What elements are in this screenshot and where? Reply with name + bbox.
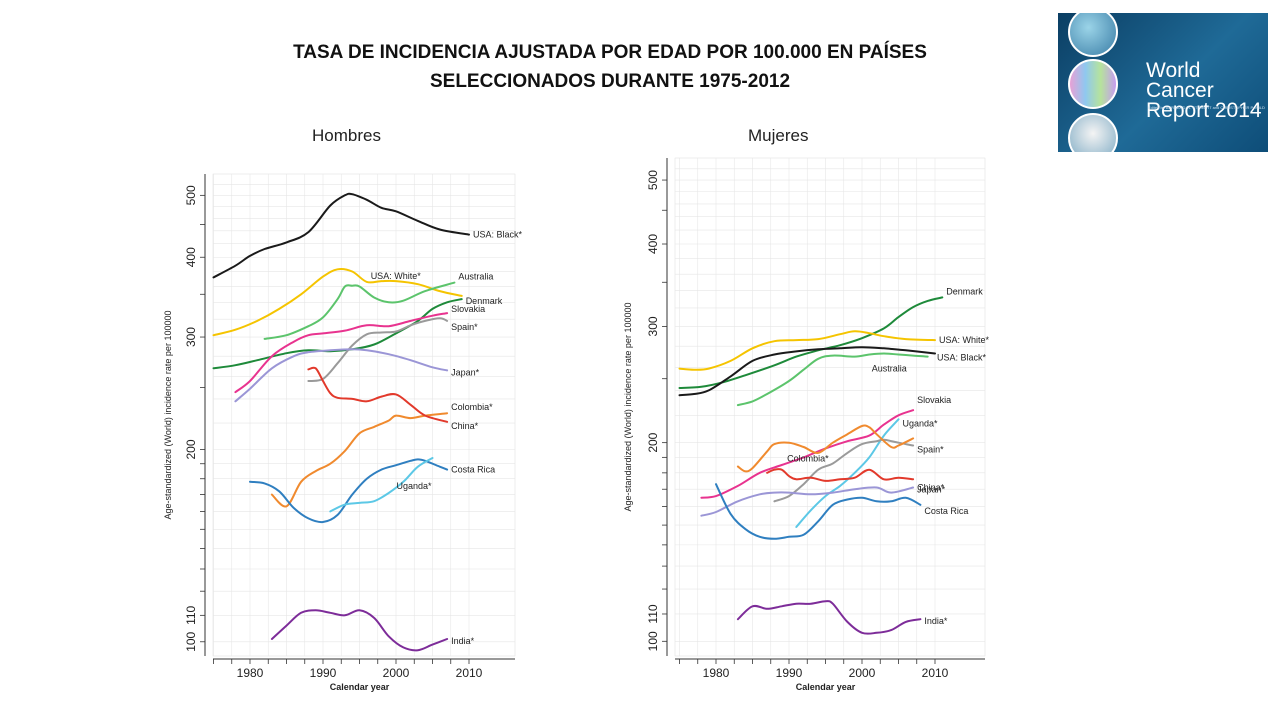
series-line <box>715 483 922 540</box>
series-label: Australia <box>872 364 907 374</box>
series-label: USA: Black* <box>473 230 523 240</box>
y-tick-label: 200 <box>184 439 198 459</box>
series-label: USA: White* <box>939 335 990 345</box>
series-label: USA: Black* <box>937 352 987 362</box>
series-label: Denmark <box>466 296 503 306</box>
series-line <box>234 312 449 394</box>
series-line <box>212 267 463 337</box>
plot-area <box>212 173 516 657</box>
series-label: Slovakia <box>917 395 951 405</box>
series-label: USA: White* <box>371 271 422 281</box>
cover-title-line-2: Report 2014 <box>1146 99 1262 122</box>
series-label: China* <box>451 421 479 431</box>
series-label: Uganda* <box>397 481 433 491</box>
x-tick-label: 2010 <box>456 666 483 680</box>
cover-subtitle: Edited by BERNARD W. STEWART and CHRISTO… <box>1148 105 1265 110</box>
series-line <box>249 458 449 524</box>
series-line <box>263 281 456 340</box>
series-label: Japan* <box>917 485 946 495</box>
series-line <box>766 468 915 482</box>
series-label: Australia <box>458 272 493 282</box>
report-cover-image: World Cancer Report 2014 Edited by BERNA… <box>1058 13 1268 152</box>
series-label: Japan* <box>451 367 480 377</box>
x-tick-label: 2000 <box>849 666 876 680</box>
x-axis-title: Calendar year <box>330 682 390 692</box>
plot-area <box>674 157 986 657</box>
series-label: India* <box>924 616 948 626</box>
y-tick-label: 300 <box>184 327 198 347</box>
series-label: Costa Rica <box>451 465 495 475</box>
y-axis-title: Age-standardized (World) incidence rate … <box>623 303 633 512</box>
series-line <box>307 317 449 382</box>
series-line <box>212 192 470 279</box>
title-line-2: SELECCIONADOS DURANTE 1975-2012 <box>429 71 791 92</box>
y-tick-label: 500 <box>184 185 198 205</box>
chart-panel-women: 100 110 200 300 400 500 Age-standardized (Worl… <box>623 157 990 692</box>
series-label: China* <box>917 482 945 492</box>
series-label: Colombia* <box>451 402 493 412</box>
y-tick-label: 200 <box>646 432 660 452</box>
cover-title-line-1: World Cancer <box>1146 59 1214 102</box>
series-line <box>700 486 915 517</box>
x-tick-label: 1990 <box>310 666 337 680</box>
cover-photo-researchers <box>1068 113 1118 152</box>
series-line <box>736 352 929 407</box>
series-line <box>307 366 449 423</box>
y-tick-label: 400 <box>646 234 660 254</box>
y-tick-label: 100 <box>184 631 198 651</box>
series-line <box>773 438 915 503</box>
series-label: Denmark <box>946 286 983 296</box>
series-line <box>736 424 915 473</box>
panel-label-men: Hombres <box>312 126 381 145</box>
series-label: Slovakia <box>451 304 485 314</box>
page-title: TASA DE INCIDENCIA AJUSTADA POR EDAD POR… <box>200 38 1020 96</box>
series-label: India* <box>451 636 475 646</box>
y-tick-label: 110 <box>646 604 660 623</box>
series-label: Colombia* <box>787 453 829 463</box>
x-tick-label: 2010 <box>922 666 949 680</box>
series-label: Spain* <box>917 445 944 455</box>
cover-photo-lab <box>1068 13 1118 57</box>
series-line <box>329 457 434 513</box>
series-label: Spain* <box>451 322 478 332</box>
series-label: Costa Rica <box>924 506 968 516</box>
series-label: Uganda* <box>903 418 939 428</box>
x-tick-label: 1980 <box>237 666 264 680</box>
cover-photo-chart <box>1068 59 1118 109</box>
y-tick-label: 110 <box>184 605 198 624</box>
x-tick-label: 1980 <box>703 666 730 680</box>
x-axis-title: Calendar year <box>796 682 856 692</box>
panel-label-women: Mujeres <box>748 126 809 145</box>
cover-title: World Cancer Report 2014 <box>1146 59 1268 122</box>
chart-panel-men: 100 110 200 300 400 500 Age-standardized (Worl… <box>163 173 523 692</box>
series-line <box>234 348 449 403</box>
y-axis-title: Age-standardized (World) incidence rate … <box>163 311 173 520</box>
title-line-1: TASA DE INCIDENCIA AJUSTADA POR EDAD POR… <box>293 42 927 63</box>
y-tick-label: 400 <box>184 247 198 267</box>
series-line <box>678 330 936 371</box>
y-tick-label: 100 <box>646 631 660 651</box>
series-line <box>270 609 449 652</box>
y-tick-label: 300 <box>646 316 660 336</box>
x-tick-label: 1990 <box>776 666 803 680</box>
x-tick-label: 2000 <box>383 666 410 680</box>
y-tick-label: 500 <box>646 170 660 190</box>
series-line <box>270 412 449 508</box>
series-line <box>678 346 936 397</box>
series-line <box>736 600 922 635</box>
